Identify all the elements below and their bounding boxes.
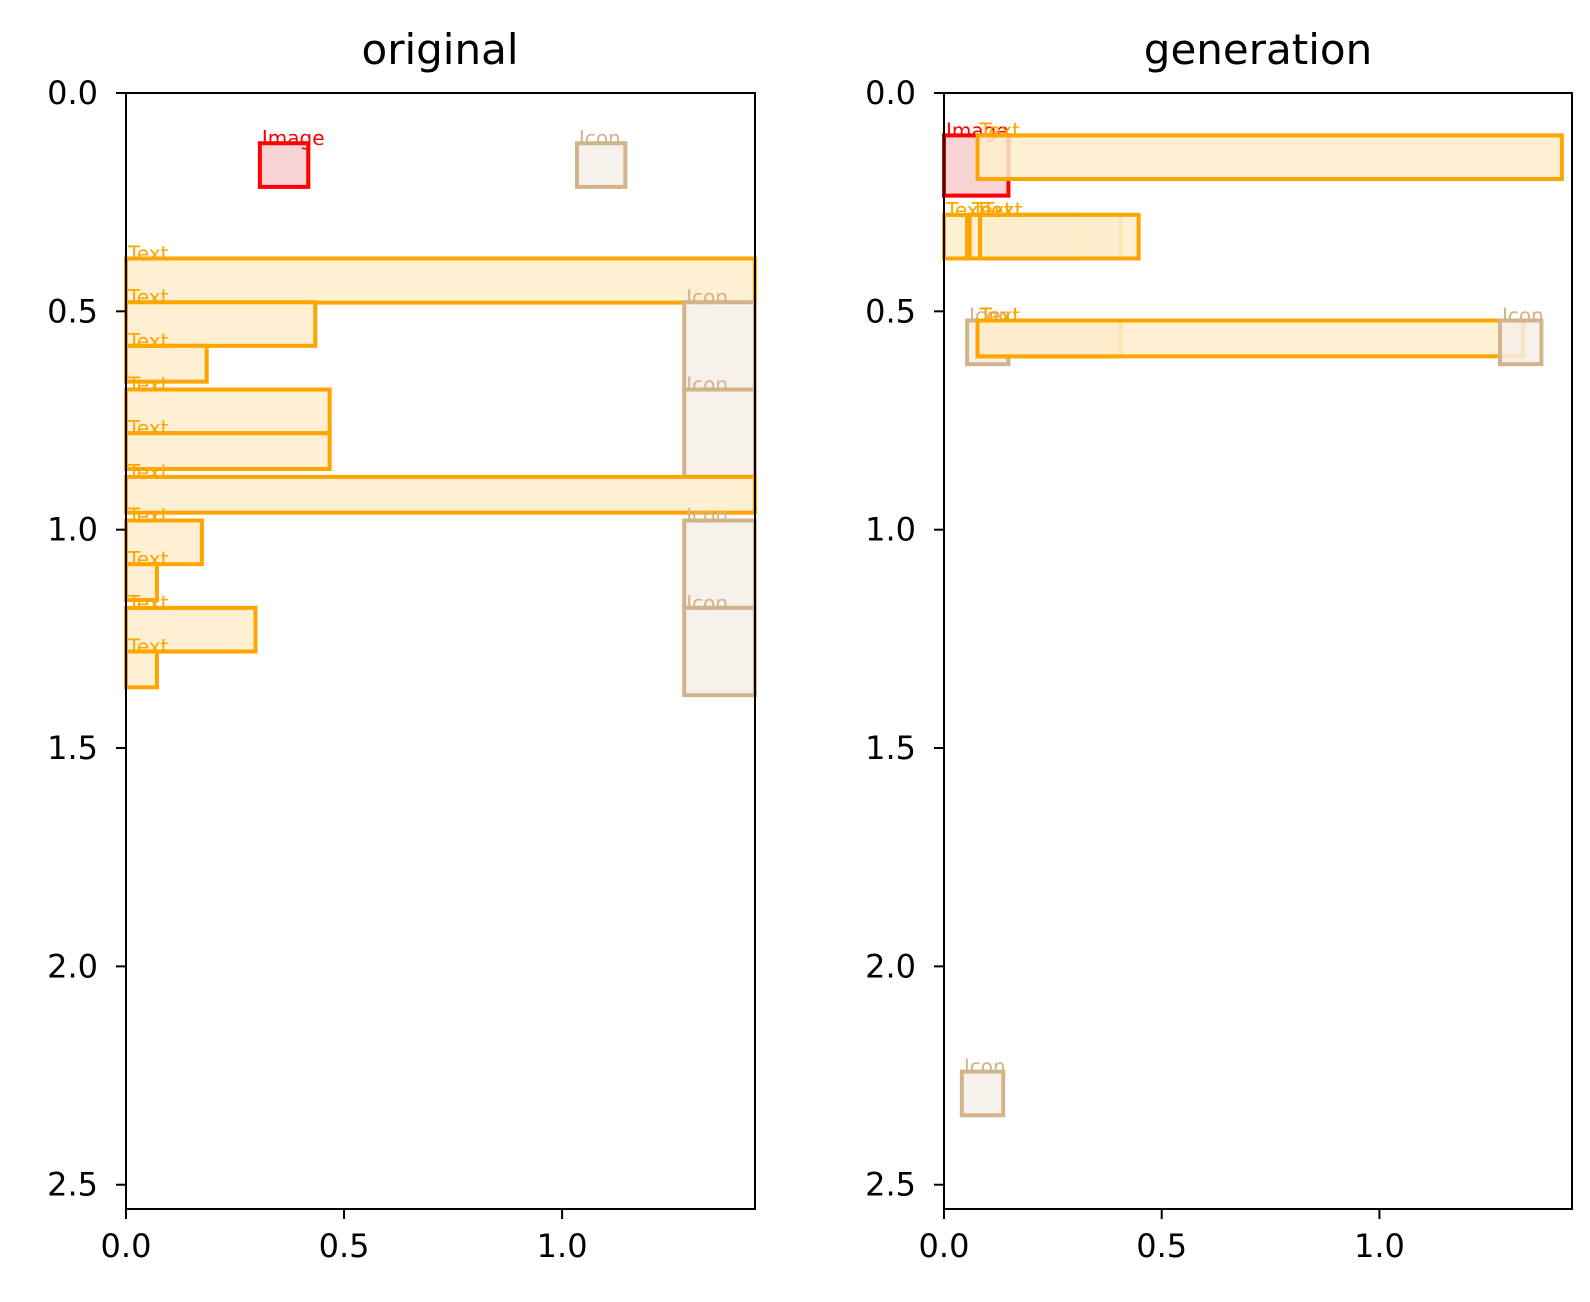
- panel-title-generation: generation: [1144, 25, 1372, 74]
- generation-icon-box-10: [1498, 318, 1544, 367]
- generation-x-axis: 0.0 0.5 1.0: [919, 1209, 1405, 1265]
- generation-axes-frame: [943, 92, 1573, 1210]
- original-image-box-label-0: Image: [262, 126, 325, 150]
- generation-text-box-label-1: Text: [979, 118, 1021, 142]
- generation-y-tick-label-2: 1.0: [865, 511, 916, 549]
- original-icon-box-label-1: Icon: [579, 126, 621, 150]
- original-y-axis: 0.0 0.5 1.0 1.5 2.0 2.5: [47, 74, 126, 1204]
- generation-text-box-5: [978, 212, 1141, 261]
- original-x-tick-label-0: 0.0: [101, 1227, 152, 1265]
- original-boxes: Image Icon Text Text Icon Text Text Icon Text Tex…: [124, 126, 757, 698]
- original-y-tick-label-1: 0.5: [47, 292, 98, 330]
- original-text-box-label-15: Text: [127, 635, 169, 659]
- original-text-box-label-9: Text: [127, 460, 169, 484]
- original-icon-box-label-4: Icon: [686, 285, 728, 309]
- original-icon-box-1: [574, 141, 628, 189]
- original-text-box-3: [124, 300, 318, 348]
- generation-text-box-label-9: Text: [979, 304, 1021, 328]
- original-text-box-8: [124, 431, 332, 471]
- original-text-box-label-13: Text: [127, 591, 169, 615]
- generation-y-tick-label-3: 1.5: [865, 729, 916, 767]
- original-text-box-label-12: Text: [127, 547, 169, 571]
- generation-y-tick-label-4: 2.0: [865, 947, 916, 985]
- original-y-tick-label-4: 2.0: [47, 947, 98, 985]
- original-y-tick-label-5: 2.5: [47, 1166, 98, 1204]
- original-icon-box-label-11: Icon: [686, 504, 728, 528]
- original-text-box-label-10: Text: [127, 504, 169, 528]
- original-text-box-5: [124, 343, 209, 384]
- original-x-tick-label-1: 0.5: [319, 1227, 370, 1265]
- original-axes-frame: [125, 92, 756, 1210]
- original-y-tick-label-2: 1.0: [47, 511, 98, 549]
- generation-text-box-9: [975, 318, 1526, 359]
- generation-y-axis: 0.0 0.5 1.0 1.5 2.0 2.5: [865, 74, 944, 1204]
- original-text-box-15: [124, 649, 159, 690]
- original-text-box-label-6: Text: [127, 373, 169, 397]
- original-text-box-label-3: Text: [127, 285, 169, 309]
- original-icon-box-7: [682, 387, 757, 479]
- original-icon-box-label-7: Icon: [686, 373, 728, 397]
- generation-text-box-label-5: Text: [981, 198, 1023, 222]
- original-text-box-2: [124, 256, 757, 305]
- original-panel: original Image Icon Text Text Icon Text Text Ic…: [47, 25, 757, 1265]
- generation-y-tick-label-5: 2.5: [865, 1166, 916, 1204]
- panel-title-original: original: [362, 25, 519, 74]
- generation-icon-box-label-11: Icon: [964, 1055, 1006, 1079]
- original-y-tick-label-3: 1.5: [47, 729, 98, 767]
- original-text-box-13: [124, 605, 258, 654]
- original-text-box-label-8: Text: [127, 416, 169, 440]
- generation-x-tick-label-1: 0.5: [1136, 1227, 1187, 1265]
- original-icon-box-14: [682, 605, 757, 698]
- generation-boxes: ImageTextTextTextTextTextIconTextTextTex…: [942, 118, 1564, 1118]
- generation-y-tick-label-1: 0.5: [865, 292, 916, 330]
- generation-icon-box-11: [959, 1069, 1006, 1118]
- generation-text-box-1: [975, 133, 1564, 182]
- generation-x-tick-label-2: 1.0: [1354, 1227, 1405, 1265]
- generation-icon-box-label-10: Icon: [1502, 304, 1544, 328]
- generation-x-tick-label-0: 0.0: [919, 1227, 970, 1265]
- generation-panel: generation ImageTextTextTextTextTextIcon…: [865, 25, 1573, 1265]
- original-x-axis: 0.0 0.5 1.0: [101, 1209, 588, 1265]
- original-text-box-label-2: Text: [127, 242, 169, 266]
- original-x-tick-label-2: 1.0: [537, 1227, 588, 1265]
- original-text-box-label-5: Text: [127, 329, 169, 353]
- generation-y-tick-label-0: 0.0: [865, 74, 916, 112]
- original-image-box-0: [257, 141, 311, 189]
- original-icon-box-label-14: Icon: [686, 591, 728, 615]
- original-text-box-9: [124, 474, 757, 515]
- original-y-tick-label-0: 0.0: [47, 74, 98, 112]
